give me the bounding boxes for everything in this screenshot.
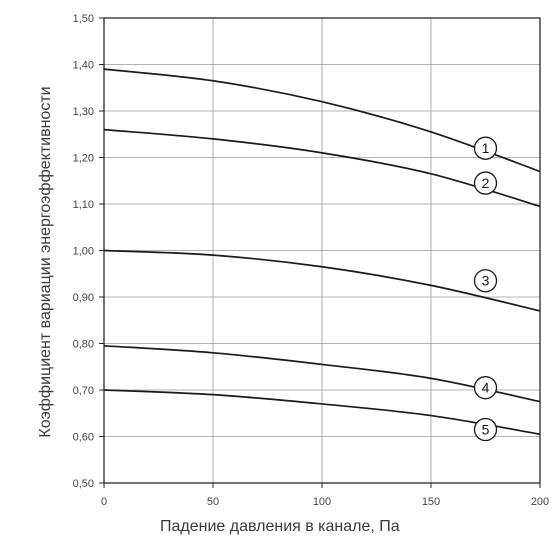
y-tick-label: 1,00 [73,246,94,258]
y-tick-label: 1,30 [73,106,94,118]
series-label-circle-3 [473,269,498,293]
series-label-circle-5 [473,417,498,442]
series-label-3: 3 [482,273,490,289]
x-tick-label: 100 [313,496,331,508]
series-label-circle-4 [473,376,498,400]
series-label-5: 5 [482,422,490,438]
series-line-3 [103,249,541,312]
x-tick-label: 50 [207,496,219,508]
y-tick-label: 1,10 [73,199,94,211]
y-tick-label: 0,70 [73,385,94,397]
series-label-1: 1 [482,140,490,156]
series-label-2: 2 [482,175,490,191]
series-line-5 [103,389,541,436]
y-tick-label: 0,90 [73,292,94,304]
series-label-circle-2 [473,171,498,195]
x-tick-label: 150 [422,496,440,508]
x-axis-title: Падение давления в канале, Па [160,518,400,535]
series-label-4: 4 [482,380,490,396]
y-axis-title: Коэффициент вариации энергоэффективности [37,86,54,438]
x-tick-label: 0 [101,496,107,508]
series-line-4 [103,344,541,403]
x-tick-label: 200 [531,496,549,508]
y-tick-label: 1,40 [73,60,94,72]
y-tick-label: 1,20 [73,153,94,165]
series-line-2 [103,128,541,208]
y-tick-label: 1,50 [73,13,94,25]
y-tick-label: 0,60 [73,432,94,444]
y-tick-label: 0,80 [73,339,94,351]
series-line-1 [103,68,541,173]
series-label-circle-1 [473,136,498,160]
y-tick-label: 0,50 [73,478,94,490]
